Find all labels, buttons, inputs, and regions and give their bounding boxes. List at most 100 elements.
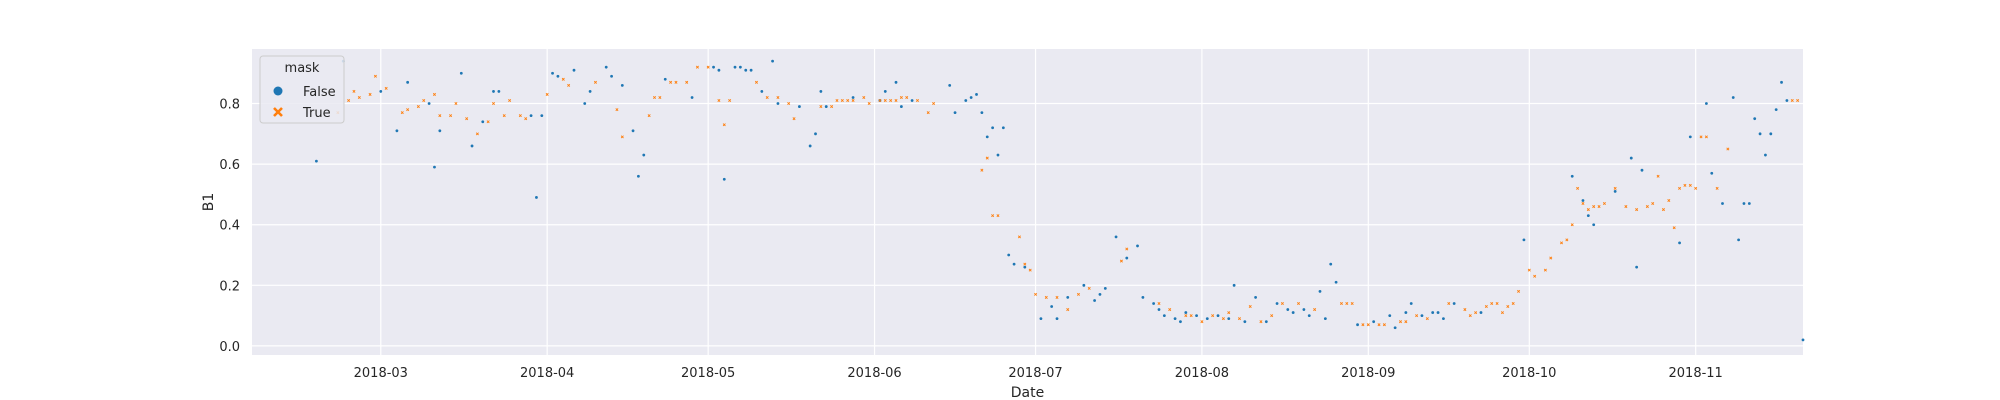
- point-false: [540, 114, 544, 118]
- point-false: [604, 65, 608, 69]
- point-false: [1570, 174, 1574, 178]
- x-axis-label: Date: [1011, 385, 1044, 400]
- point-true: [1511, 301, 1515, 306]
- point-false: [1640, 168, 1644, 172]
- point-true: [1704, 135, 1708, 139]
- point-true: [926, 111, 930, 115]
- point-true: [1270, 314, 1274, 318]
- point-true: [792, 117, 796, 121]
- point-true: [652, 95, 657, 99]
- legend-label-false: False: [303, 85, 336, 100]
- point-false: [819, 90, 823, 93]
- point-true: [1667, 198, 1671, 203]
- point-false: [1179, 320, 1182, 324]
- point-true: [840, 98, 844, 103]
- point-true: [862, 95, 866, 99]
- point-true: [1796, 98, 1800, 103]
- point-false: [642, 153, 646, 157]
- point-true: [674, 80, 678, 84]
- y-tick-label: 0.8: [219, 98, 240, 113]
- x-tick-label: 2018-04: [520, 366, 574, 381]
- point-true: [1559, 241, 1564, 245]
- point-true: [347, 98, 351, 103]
- point-false: [481, 120, 485, 124]
- point-false: [1323, 317, 1327, 321]
- point-false: [1420, 314, 1424, 318]
- point-true: [502, 114, 506, 118]
- point-false: [1141, 296, 1145, 299]
- legend-marker-false: [273, 86, 283, 96]
- point-true: [883, 98, 887, 103]
- y-tick-label: 0.6: [219, 158, 240, 173]
- point-false: [1769, 132, 1773, 136]
- point-false: [315, 159, 318, 163]
- point-false: [1012, 262, 1016, 266]
- point-true: [524, 117, 528, 121]
- point-false: [1356, 323, 1359, 327]
- point-true: [905, 95, 909, 99]
- point-true: [889, 98, 893, 103]
- point-true: [1790, 98, 1794, 103]
- point-false: [588, 90, 592, 93]
- point-false: [1173, 317, 1177, 321]
- point-true: [1678, 186, 1682, 190]
- point-true: [1474, 311, 1478, 315]
- point-false: [1479, 311, 1483, 314]
- point-false: [894, 80, 898, 84]
- point-false: [459, 71, 463, 75]
- x-tick-label: 2018-09: [1341, 366, 1395, 381]
- point-true: [545, 92, 549, 96]
- point-false: [1710, 171, 1714, 175]
- point-true: [1415, 314, 1419, 318]
- point-false: [1635, 265, 1639, 269]
- point-true: [754, 80, 758, 84]
- point-true: [717, 98, 721, 103]
- point-true: [1028, 268, 1032, 272]
- point-false: [1758, 132, 1762, 136]
- legend-label-true: True: [302, 106, 331, 121]
- point-false: [1404, 311, 1408, 314]
- point-true: [357, 95, 361, 99]
- point-false: [1039, 317, 1043, 321]
- point-true: [1517, 289, 1521, 293]
- point-false: [1007, 253, 1011, 257]
- point-false: [1409, 302, 1413, 305]
- point-false: [1103, 286, 1107, 290]
- point-false: [1216, 314, 1220, 318]
- point-false: [1629, 156, 1633, 160]
- point-true: [1656, 174, 1660, 178]
- x-tick-label: 2018-11: [1669, 366, 1723, 381]
- point-true: [985, 156, 989, 160]
- point-true: [1023, 262, 1027, 266]
- point-true: [508, 98, 512, 103]
- point-false: [1785, 99, 1789, 102]
- point-true: [1211, 314, 1215, 318]
- point-true: [1017, 235, 1021, 239]
- point-false: [733, 65, 737, 69]
- point-true: [475, 132, 479, 136]
- point-true: [1645, 205, 1649, 209]
- point-true: [1382, 323, 1386, 327]
- point-true: [1339, 301, 1343, 306]
- point-true: [615, 108, 619, 112]
- point-true: [1447, 301, 1451, 306]
- point-true: [400, 111, 404, 115]
- point-false: [535, 196, 538, 199]
- point-false: [1592, 223, 1596, 227]
- point-false: [690, 96, 694, 99]
- point-true: [1237, 317, 1242, 321]
- point-true: [991, 214, 995, 218]
- point-true: [695, 65, 699, 69]
- point-true: [449, 114, 453, 118]
- point-false: [1254, 296, 1257, 299]
- x-tick-label: 2018-03: [354, 366, 408, 381]
- point-false: [1125, 256, 1129, 260]
- point-true: [1592, 205, 1596, 209]
- point-true: [620, 135, 624, 139]
- point-false: [814, 132, 817, 136]
- point-false: [631, 129, 635, 133]
- point-true: [1688, 183, 1692, 187]
- point-true: [1506, 305, 1510, 309]
- point-true: [835, 98, 839, 103]
